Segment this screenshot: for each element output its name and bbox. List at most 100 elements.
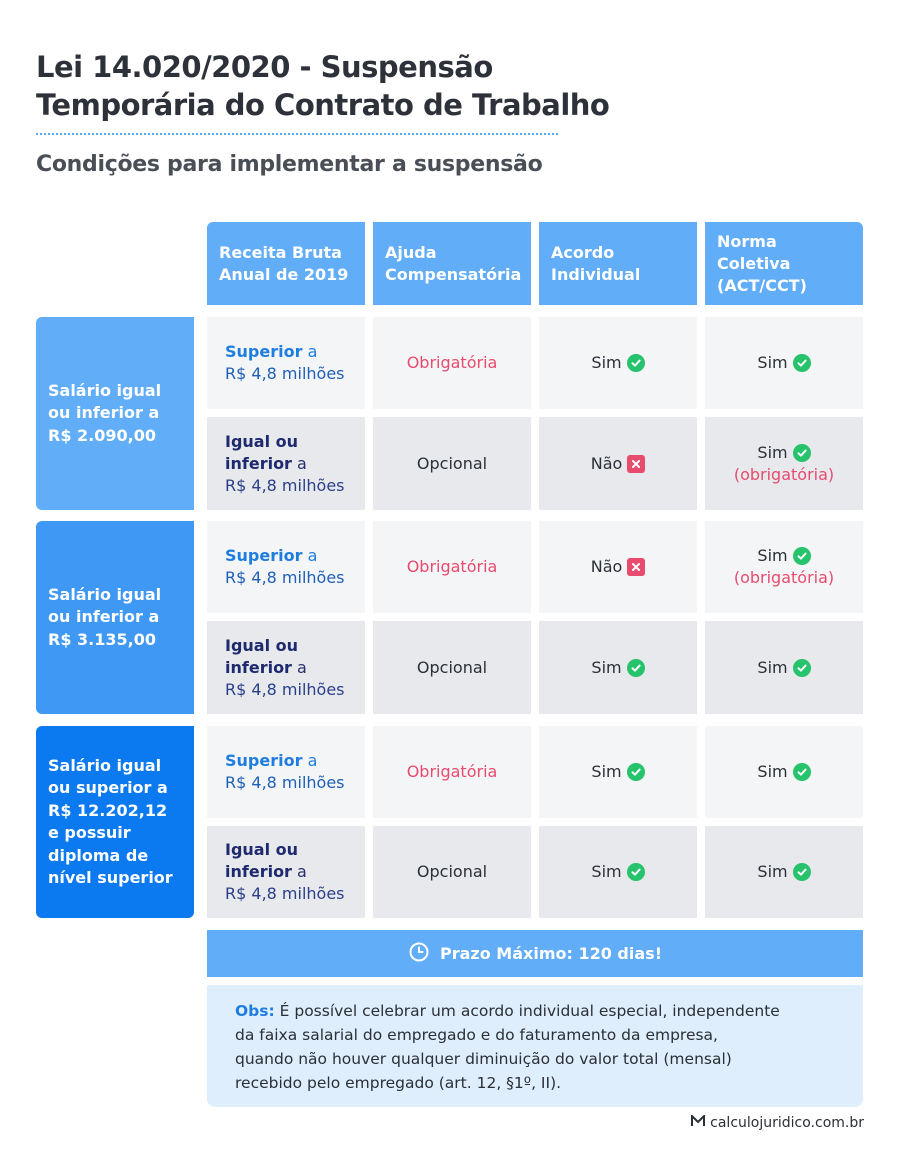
- ajuda-cell: Obrigatória: [373, 726, 531, 818]
- column-header-line: Individual: [551, 264, 641, 284]
- revenue-condition: Superior: [225, 342, 303, 361]
- prazo-text: Prazo Máximo: 120 dias!: [440, 944, 662, 963]
- ajuda-value: Obrigatória: [406, 353, 498, 372]
- status-text: Sim: [591, 862, 622, 881]
- revenue-text: Igual ou inferior a R$ 4,8 milhões: [225, 839, 345, 905]
- obs-text-line: recebido pelo empregado (art. 12, §1º, I…: [235, 1074, 562, 1092]
- acordo-cell: Sim: [539, 317, 697, 409]
- revenue-condition: Igual ou: [225, 635, 299, 655]
- ajuda-value: Obrigatória: [406, 762, 498, 781]
- column-header-acordo: Acordo Individual: [539, 222, 697, 305]
- revenue-amount: R$ 4,8 milhões: [225, 475, 345, 495]
- ajuda-value: Opcional: [416, 862, 488, 881]
- check-icon: [792, 354, 811, 372]
- acordo-cell: Não: [539, 417, 697, 510]
- revenue-condition: inferior: [225, 657, 292, 677]
- norma-stack: Sim: [757, 761, 811, 783]
- column-header-ajuda: Ajuda Compensatória: [373, 222, 531, 305]
- check-icon: [626, 658, 645, 677]
- check-icon: [792, 443, 811, 462]
- obs-box: Obs: É possível celebrar um acordo indiv…: [207, 985, 863, 1107]
- revenue-amount: R$ 4,8 milhões: [225, 364, 345, 383]
- status-text: Sim: [757, 442, 788, 462]
- revenue-amount: R$ 4,8 milhões: [225, 568, 345, 587]
- revenue-line: Igual ou: [225, 431, 345, 453]
- revenue-connector: a: [297, 657, 307, 677]
- status: Sim: [757, 861, 811, 883]
- revenue-cell: Superior a R$ 4,8 milhões: [207, 726, 365, 818]
- revenue-cell: Igual ou inferior a R$ 4,8 milhões: [207, 417, 365, 510]
- norma-cell: Sim: [705, 317, 863, 409]
- ajuda-cell: Obrigatória: [373, 521, 531, 613]
- prazo-banner: Prazo Máximo: 120 dias!: [207, 930, 863, 977]
- ajuda-cell: Opcional: [373, 621, 531, 714]
- revenue-line: Igual ou: [225, 839, 345, 861]
- obs-label: Obs:: [235, 1002, 275, 1020]
- column-header-line: Receita Bruta: [219, 242, 342, 262]
- status-text: Sim: [591, 353, 622, 372]
- ajuda-value: Obrigatória: [406, 557, 498, 576]
- status-text: Sim: [757, 762, 788, 781]
- ajuda-cell: Opcional: [373, 826, 531, 918]
- norma-stack: Sim (obrigatória): [734, 545, 834, 589]
- revenue-text: Igual ou inferior a R$ 4,8 milhões: [225, 431, 345, 497]
- revenue-line: inferior a: [225, 861, 345, 883]
- ajuda-value: Opcional: [416, 657, 488, 677]
- column-header-receita: Receita Bruta Anual de 2019: [207, 222, 365, 305]
- revenue-cell: Igual ou inferior a R$ 4,8 milhões: [207, 621, 365, 714]
- check-icon: [792, 763, 811, 781]
- status: Não: [591, 556, 646, 578]
- page-title: Lei 14.020/2020 - Suspensão Temporária d…: [36, 48, 636, 124]
- column-header-line: Compensatória: [385, 264, 522, 284]
- salary-group-line: R$ 2.090,00: [48, 425, 156, 445]
- logo-icon: [691, 1113, 706, 1131]
- status: Sim: [591, 761, 645, 783]
- norma-note: (obrigatória): [733, 568, 835, 587]
- acordo-cell: Sim: [539, 826, 697, 918]
- salary-group-line: R$ 3.135,00: [48, 629, 156, 649]
- status: Sim: [591, 861, 645, 883]
- revenue-line: Igual ou: [225, 635, 345, 657]
- salary-group-line: e possuir: [48, 823, 131, 842]
- check-icon: [792, 547, 811, 565]
- salary-group-line: Salário igual: [48, 755, 162, 775]
- ajuda-cell: Opcional: [373, 417, 531, 510]
- status: Sim: [757, 545, 811, 567]
- acordo-cell: Sim: [539, 726, 697, 818]
- column-header-line: Norma Coletiva: [717, 231, 791, 273]
- revenue-connector: a: [297, 453, 307, 473]
- salary-group-line: diploma de: [48, 845, 149, 865]
- ajuda-value: Opcional: [416, 453, 488, 473]
- column-header-line: Ajuda: [385, 242, 437, 262]
- title-line: Temporária do Contrato de Trabalho: [36, 88, 610, 122]
- norma-stack: Sim: [757, 861, 811, 883]
- revenue-text: Superior a R$ 4,8 milhões: [225, 545, 345, 589]
- x-icon: [627, 454, 646, 473]
- footer: calculojuridico.com.br: [691, 1113, 864, 1131]
- revenue-connector: a: [307, 751, 318, 770]
- acordo-cell: Não: [539, 521, 697, 613]
- column-header-line: (ACT/CCT): [717, 275, 807, 295]
- status-text: Não: [590, 453, 623, 473]
- check-icon: [626, 863, 645, 881]
- status: Sim: [757, 761, 811, 783]
- revenue-text: Superior a R$ 4,8 milhões: [225, 750, 345, 794]
- obs-text-line: da faixa salarial do empregado e do fatu…: [235, 1026, 718, 1044]
- check-icon: [792, 658, 811, 677]
- salary-group-line: nível superior: [48, 868, 173, 887]
- revenue-condition: inferior: [225, 862, 292, 881]
- footer-site[interactable]: calculojuridico.com.br: [710, 1115, 864, 1131]
- revenue-line: Superior a: [225, 341, 345, 363]
- status-text: Sim: [591, 657, 622, 677]
- title-line: Lei 14.020/2020 - Suspensão: [36, 50, 493, 84]
- revenue-condition: Igual ou: [225, 840, 299, 859]
- revenue-cell: Superior a R$ 4,8 milhões: [207, 521, 365, 613]
- revenue-condition: inferior: [225, 453, 292, 473]
- norma-note: (obrigatória): [733, 464, 835, 484]
- revenue-line: inferior a: [225, 453, 345, 475]
- revenue-text: Superior a R$ 4,8 milhões: [225, 341, 345, 385]
- salary-group-2: Salário igual ou inferior a R$ 3.135,00: [36, 521, 194, 714]
- revenue-line: Superior a: [225, 750, 345, 772]
- norma-stack: Sim: [757, 657, 811, 679]
- salary-group-line: Salário igual: [48, 584, 162, 604]
